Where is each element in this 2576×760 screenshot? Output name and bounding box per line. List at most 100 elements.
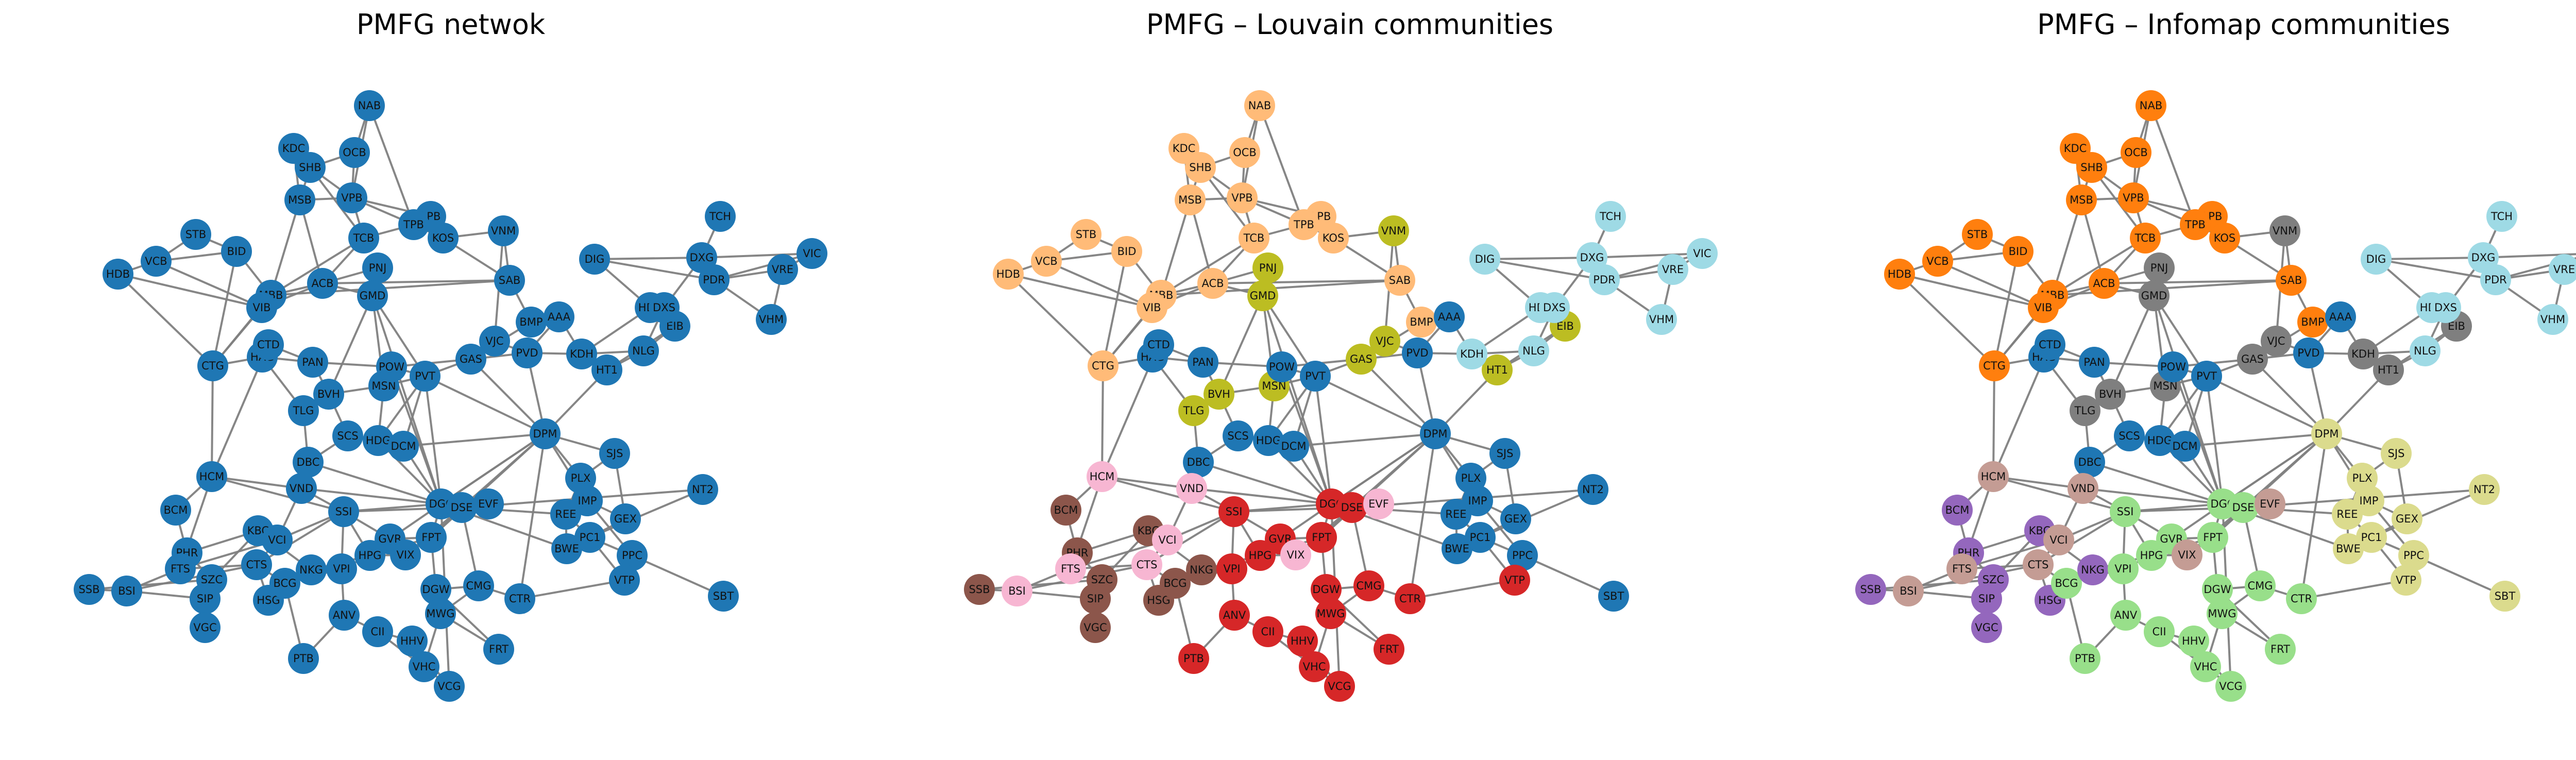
node-vci: VCI bbox=[2043, 525, 2074, 555]
node-vjc: VJC bbox=[1369, 326, 1400, 357]
node-acb: ACB bbox=[1197, 268, 1228, 299]
node-label: VIB bbox=[253, 301, 271, 314]
node-label: DXG bbox=[690, 251, 714, 264]
node-dcm: DCM bbox=[388, 431, 419, 462]
node-circle bbox=[544, 301, 574, 332]
node-circle bbox=[410, 361, 440, 392]
node-circle bbox=[1239, 223, 1269, 254]
node-bcm: BCM bbox=[1942, 495, 1973, 526]
node-vib: VIB bbox=[246, 292, 277, 323]
edge-gmd-dgc bbox=[371, 295, 442, 504]
node-label: PPC bbox=[1512, 549, 1533, 562]
node-circle bbox=[293, 447, 324, 478]
node-circle bbox=[610, 503, 641, 534]
node-nt2: NT2 bbox=[687, 474, 718, 505]
node-label: KDC bbox=[1173, 142, 1196, 155]
node-bmp: BMP bbox=[1406, 307, 1437, 337]
node-nab: NAB bbox=[354, 90, 385, 121]
node-pc1: PC1 bbox=[2356, 522, 2387, 553]
node-gex: GEX bbox=[610, 503, 641, 534]
node-label: PVT bbox=[2196, 370, 2217, 382]
node-label: NLG bbox=[1522, 345, 1545, 357]
node-circle bbox=[2035, 329, 2065, 360]
node-label: VIX bbox=[2178, 549, 2196, 561]
node-circle bbox=[1315, 598, 1346, 629]
node-label: CMG bbox=[2247, 580, 2273, 592]
node-dcm: DCM bbox=[1278, 431, 1309, 462]
node-bid: BID bbox=[221, 236, 252, 267]
node-frt: FRT bbox=[483, 634, 514, 665]
node-tlg: TLG bbox=[1178, 395, 1209, 426]
node-bvh: BVH bbox=[313, 379, 344, 410]
node-circle bbox=[599, 438, 630, 469]
node-circle bbox=[1229, 137, 1260, 168]
node-kos: KOS bbox=[2209, 223, 2240, 254]
node-label: PAN bbox=[2083, 356, 2105, 368]
node-label: BSI bbox=[1900, 585, 1917, 597]
node-circle bbox=[2136, 540, 2167, 571]
node-circle bbox=[2180, 209, 2211, 240]
node-label: HT1 bbox=[1486, 364, 1508, 376]
node-cts: CTS bbox=[2023, 549, 2054, 580]
edge-nab-tpb bbox=[1259, 105, 1305, 225]
node-circle bbox=[1152, 525, 1183, 555]
node-circle bbox=[398, 209, 429, 240]
node-anv: ANV bbox=[329, 600, 360, 631]
node-label: FRT bbox=[489, 643, 509, 655]
node-label: KDH bbox=[570, 348, 594, 360]
node-label: VHM bbox=[2540, 313, 2565, 326]
node-label: VIC bbox=[1693, 247, 1711, 260]
node-label: VJC bbox=[1376, 335, 1394, 347]
node-label: PNJ bbox=[1259, 262, 1277, 274]
node-circle bbox=[1971, 583, 2002, 614]
node-pvd: PVD bbox=[1402, 337, 1433, 368]
edge-gmd-bvh bbox=[2109, 295, 2155, 395]
node-circle bbox=[2114, 420, 2145, 451]
node-sab: SAB bbox=[2276, 265, 2307, 296]
node-label: VHM bbox=[1649, 313, 1674, 326]
node-vcb: VCB bbox=[141, 246, 172, 277]
node-label: SHB bbox=[299, 161, 321, 174]
node-label: SSI bbox=[1226, 505, 1243, 518]
node-vre: VRE bbox=[767, 254, 798, 285]
node-vnd: VND bbox=[2067, 473, 2098, 504]
node-anv: ANV bbox=[1219, 600, 1250, 631]
node-ssb: SSB bbox=[964, 574, 995, 605]
node-label: KDH bbox=[2351, 348, 2375, 360]
edge-pvt-dgc bbox=[424, 376, 442, 504]
node-circle bbox=[1245, 540, 1276, 571]
node-circle bbox=[2003, 236, 2033, 267]
node-vhm: VHM bbox=[1646, 304, 1677, 335]
node-circle bbox=[2237, 344, 2268, 375]
node-pdr: PDR bbox=[699, 264, 730, 295]
node-nkg: NKG bbox=[296, 554, 327, 585]
node-frt: FRT bbox=[2265, 634, 2296, 665]
node-bmp: BMP bbox=[516, 307, 547, 337]
node-hdg: HDG bbox=[2144, 425, 2175, 456]
node-dig: DIG bbox=[579, 244, 610, 275]
node-gas: GAS bbox=[2237, 344, 2268, 375]
node-label: DIG bbox=[2366, 253, 2386, 265]
edge-vcb-vib bbox=[156, 260, 262, 309]
edge-dxg-dig bbox=[1484, 257, 1592, 260]
node-pnj: PNJ bbox=[362, 252, 393, 283]
node-label: SSB bbox=[78, 583, 99, 596]
node-circle bbox=[2172, 539, 2202, 570]
node-label: REE bbox=[1445, 508, 1466, 520]
node-circle bbox=[1055, 553, 1086, 584]
node-label: DSE bbox=[1341, 501, 1363, 514]
edge-dpm-dgc bbox=[440, 433, 546, 505]
node-label: BVH bbox=[317, 388, 340, 400]
node-label: SHB bbox=[1189, 161, 1212, 174]
node-ctd: CTD bbox=[253, 329, 284, 360]
node-circle bbox=[1306, 522, 1337, 553]
edge-hcm-ssi bbox=[1101, 476, 1234, 513]
node-circle bbox=[1922, 246, 1953, 277]
node-label: VIC bbox=[803, 247, 821, 260]
node-label: VHC bbox=[1303, 661, 1326, 673]
node-stb: STB bbox=[1962, 219, 1993, 250]
node-label: SSB bbox=[1860, 583, 1881, 596]
node-label: PNJ bbox=[2150, 262, 2168, 274]
node-label: POW bbox=[2160, 361, 2186, 373]
edge-dxg-vic bbox=[1591, 252, 1703, 259]
